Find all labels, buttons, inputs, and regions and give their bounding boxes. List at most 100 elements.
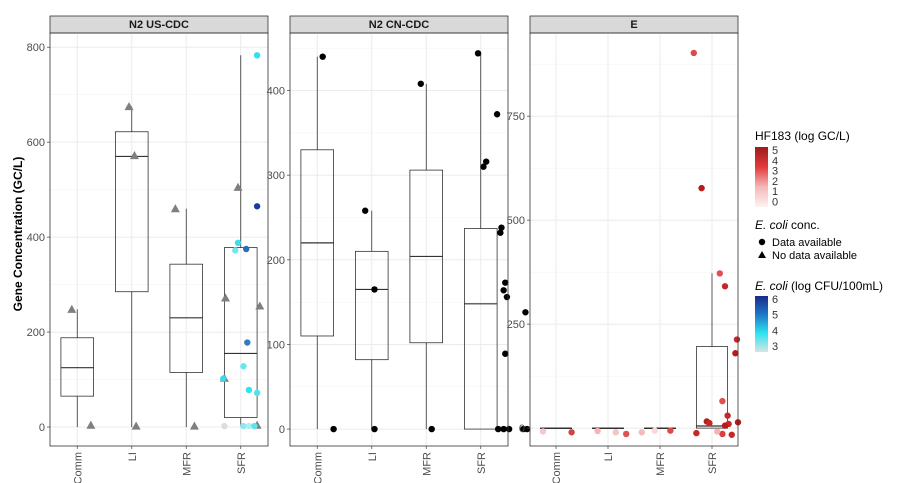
x-tick-label: SFR [236,452,248,474]
data-point [728,431,735,438]
data-point [251,422,258,430]
x-tick-label: SFR [476,452,488,474]
y-tick-label: 200 [27,327,45,339]
data-point [319,53,326,60]
x-tick-label: SFR [707,452,719,474]
legend-hf183-tick: 5 [772,145,778,157]
data-point [480,163,487,170]
panel-3: E 0 250 500 750 Comm LI MFR SFR [507,15,742,483]
box-iqr [115,131,149,293]
facet-title: E [630,19,637,31]
data-point [371,425,378,433]
data-point [500,287,507,294]
y-tick-label: 400 [267,86,285,98]
data-point [721,283,729,290]
box-MFR [409,83,443,430]
data-point [244,339,251,346]
x-tick-label: Comm [312,452,324,483]
data-point-triangle [129,150,139,160]
data-point [706,419,713,427]
legend-ecoli-tick: 6 [772,294,778,306]
data-point-triangle [233,182,243,191]
data-point [698,184,705,192]
data-point [498,224,505,231]
data-point [483,158,490,165]
data-point [612,429,619,436]
box-SFR [223,55,258,428]
panel-1: N2 US-CDC 0 200 400 600 800 Comm LI MFR SFR [27,15,269,483]
x-tick-label: Comm [72,452,84,483]
data-point [714,428,721,435]
x-tick-label: MFR [655,452,667,476]
x-tick-label: MFR [181,452,193,476]
data-point-triangle [189,421,199,430]
data-point [371,286,378,293]
data-point [428,425,435,433]
data-point [240,363,247,370]
y-tick-label: 0 [39,422,45,434]
y-tick-label: 600 [27,137,45,149]
y-tick-label: 200 [267,255,285,267]
data-point [732,350,739,357]
data-point [500,425,507,433]
legend-triangle-key [758,251,766,258]
data-point [539,428,547,435]
data-point [638,429,645,436]
data-point [243,245,250,253]
data-point-triangle [131,421,141,430]
box-Comm [300,56,334,430]
data-point [568,429,575,436]
box-iqr [354,250,389,361]
data-point [234,239,242,247]
data-point [330,425,337,433]
box-Comm [60,309,95,428]
data-point [494,425,502,433]
data-point [220,375,227,382]
data-point [253,52,261,59]
legend-shape-title: E. coli conc. [755,218,820,232]
box-SFR [463,53,498,430]
panel-border [289,32,509,447]
data-point-triangle [170,204,180,213]
legend-ecoli-colorbar [755,296,768,352]
data-point [693,429,700,437]
data-point [721,422,729,429]
data-point [245,386,253,394]
box-iqr [60,337,95,397]
data-point [232,247,239,254]
y-axis-label: Gene Concentration (GC/L) [11,157,25,312]
data-point [502,350,509,357]
data-point [667,427,674,434]
data-point [505,425,513,433]
legend-hf183-colorbar [755,147,768,207]
x-tick-label: LI [603,452,615,461]
data-point [594,427,601,435]
box-MFR [169,208,203,428]
facet-title: N2 CN-CDC [369,19,430,31]
y-tick-label: 100 [267,339,285,351]
y-tick-label: 250 [507,319,525,331]
box-LI [115,106,149,428]
legend-shape-label: Data available [772,237,842,249]
data-point [719,397,726,405]
data-point [221,422,228,430]
data-point [417,80,424,87]
data-point [474,50,482,57]
data-point [733,336,741,343]
y-tick-label: 300 [267,170,285,182]
x-tick-label: LI [367,452,379,461]
data-point [719,430,726,438]
data-point [716,270,723,277]
box-Comm [540,427,573,430]
x-tick-label: Comm [551,452,563,483]
y-tick-label: 400 [27,232,45,244]
y-tick-label: 500 [507,215,525,227]
data-point [502,279,509,286]
data-point-triangle [220,293,230,302]
legend-hf183-title: HF183 (log GC/L) [755,129,850,143]
facet-title: N2 US-CDC [129,19,189,31]
panel-2: N2 CN-CDC 0 100 200 300 400 Comm LI MFR SFR [267,15,531,483]
panel-border [49,32,269,447]
